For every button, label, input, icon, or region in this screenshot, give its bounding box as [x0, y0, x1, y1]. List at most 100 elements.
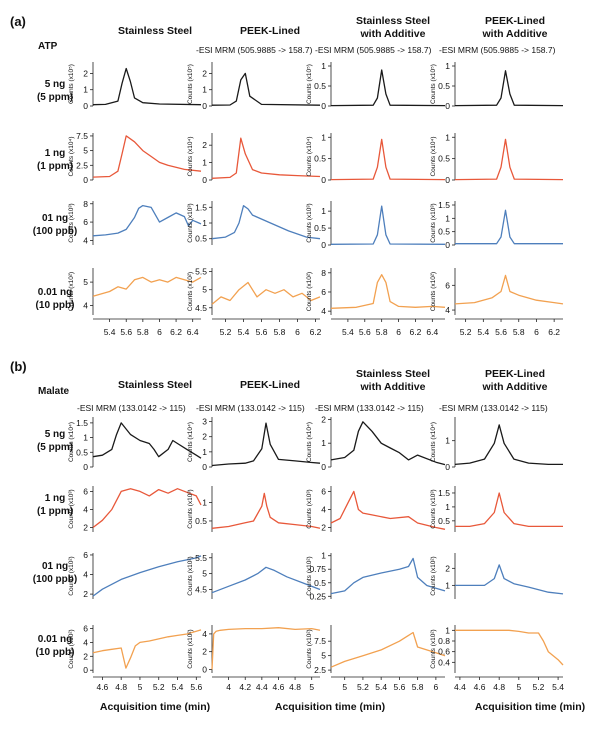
y-tick-label: 5 [83, 277, 88, 287]
y-axis-label: Counts (x10²) [306, 272, 313, 311]
series-line [92, 555, 202, 597]
y-axis-label: Counts (x10²) [68, 272, 75, 311]
x-tick-label: 5.2 [220, 327, 232, 337]
y-axis-label: Counts (x10³) [306, 489, 313, 528]
y-tick-label: 2 [83, 589, 88, 599]
x-tick-label: 4.4 [256, 682, 268, 692]
series-line [454, 274, 564, 305]
series-line [211, 281, 321, 305]
y-tick-label: 0 [445, 101, 450, 111]
y-tick-label: 0.5 [438, 516, 450, 526]
series-line [211, 492, 321, 529]
column-title: with Additive [360, 28, 426, 40]
y-tick-label: 2 [83, 651, 88, 661]
series-line [92, 422, 202, 459]
x-tick-label: 5.4 [342, 327, 354, 337]
y-tick-label: 0.5 [314, 223, 326, 233]
y-axis-label: Counts (x10⁴) [306, 422, 313, 462]
y-tick-label: 0.5 [438, 154, 450, 164]
x-tick-label: 6.4 [187, 327, 199, 337]
y-tick-label: 6 [83, 486, 88, 496]
y-tick-label: 4 [83, 235, 88, 245]
mrm-label: -ESI MRM (505.9885 -> 158.7) [439, 45, 556, 55]
x-tick-label: 5.4 [238, 327, 250, 337]
y-tick-label: 0.5 [314, 81, 326, 91]
x-tick-label: 4.8 [115, 682, 127, 692]
y-tick-label: 6 [83, 623, 88, 633]
panel-label: (b) [10, 359, 27, 374]
row-amount-label: 5 ng [45, 79, 66, 90]
y-axis-label: Counts (x10⁴) [430, 422, 437, 462]
y-tick-label: 5 [202, 285, 207, 295]
series-line [92, 204, 202, 237]
y-tick-label: 4.5 [195, 584, 207, 594]
y-tick-label: 1 [321, 132, 326, 142]
x-tick-label: 5.2 [357, 682, 369, 692]
y-tick-label: 0 [321, 462, 326, 472]
series-line [211, 627, 321, 670]
y-tick-label: 1 [445, 625, 450, 635]
x-tick-label: 6 [295, 327, 300, 337]
y-tick-label: 4 [202, 629, 207, 639]
x-tick-label: 5.4 [477, 327, 489, 337]
y-axis-label: Counts (x10³) [187, 203, 194, 242]
series-line [92, 276, 202, 297]
y-tick-label: 4 [83, 570, 88, 580]
analyte-label: ATP [38, 41, 58, 52]
y-axis-label: Counts (x10⁴) [187, 136, 194, 176]
x-tick-label: 5 [138, 682, 143, 692]
series-line [330, 490, 446, 530]
x-tick-label: 4.6 [96, 682, 108, 692]
x-tick-label: 5.4 [552, 682, 564, 692]
y-tick-label: 1 [321, 551, 326, 561]
x-tick-label: 6.2 [310, 327, 322, 337]
x-axis-label: Acquisition time (min) [100, 701, 210, 713]
y-tick-label: 1 [445, 213, 450, 223]
row-concentration-label: (5 ppm) [37, 92, 73, 103]
y-tick-label: 0 [321, 240, 326, 250]
y-axis-label: Counts (x10³) [430, 203, 437, 242]
y-tick-label: 0.8 [438, 636, 450, 646]
y-tick-label: 2 [321, 522, 326, 532]
series-line [330, 138, 446, 181]
y-tick-label: 1 [321, 61, 326, 71]
y-axis-label: Counts (x10³) [68, 203, 75, 242]
series-line [455, 209, 563, 245]
x-tick-label: 5.8 [274, 327, 286, 337]
y-tick-label: 1 [445, 61, 450, 71]
series-line [455, 492, 563, 528]
y-tick-label: 1 [83, 433, 88, 443]
y-tick-label: 1 [202, 218, 207, 228]
column-title: Stainless Steel [118, 25, 192, 37]
series-line [92, 488, 202, 529]
y-tick-label: 0.4 [438, 657, 450, 667]
y-axis-label: Counts (x10²) [68, 629, 75, 668]
y-tick-label: 2 [202, 140, 207, 150]
x-tick-label: 4.8 [493, 682, 505, 692]
y-tick-label: 2 [445, 563, 450, 573]
y-tick-label: 1 [321, 438, 326, 448]
column-title: with Additive [482, 381, 548, 393]
y-axis-label: Counts (x10⁴) [68, 136, 75, 176]
y-tick-label: 4 [83, 637, 88, 647]
y-tick-label: 8 [83, 199, 88, 209]
y-tick-label: 0.75 [309, 564, 326, 574]
x-tick-label: 5.6 [495, 327, 507, 337]
y-tick-label: 2 [202, 647, 207, 657]
y-tick-label: 0.5 [314, 578, 326, 588]
column-title: PEEK-Lined [240, 25, 300, 37]
y-axis-label: Counts (x10²) [306, 556, 313, 595]
row-concentration-label: (100 ppb) [33, 226, 77, 237]
y-tick-label: 0.5 [76, 447, 88, 457]
x-tick-label: 5 [309, 682, 314, 692]
mrm-label: -ESI MRM (133.0142 -> 115) [439, 403, 548, 413]
y-tick-label: 0.5 [195, 234, 207, 244]
x-tick-label: 6.2 [170, 327, 182, 337]
x-tick-label: 6.2 [548, 327, 560, 337]
series-line [330, 69, 446, 107]
y-tick-label: 1.5 [195, 202, 207, 212]
series-line [454, 424, 563, 466]
y-tick-label: 2 [83, 522, 88, 532]
y-axis-label: Counts (x10³) [68, 489, 75, 528]
y-tick-label: 0 [202, 664, 207, 674]
